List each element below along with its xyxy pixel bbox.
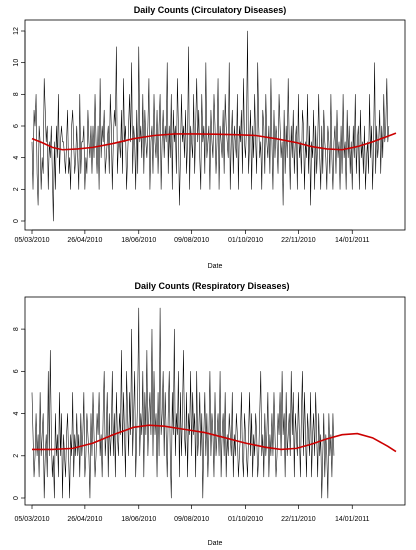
- x-axis-label: Date: [208, 263, 223, 270]
- y-axis: 0 2 4 6 8: [13, 327, 26, 500]
- y-tick-label: 0: [13, 219, 20, 223]
- x-tick-label: 18/06/2010: [121, 516, 156, 523]
- x-tick-label: 14/01/2011: [335, 237, 370, 244]
- series-group: [31, 30, 397, 222]
- y-tick-label: 10: [13, 59, 20, 67]
- x-tick-label: 26/04/2010: [67, 516, 102, 523]
- x-tick-label: 22/11/2010: [281, 516, 316, 523]
- y-tick-label: 0: [13, 496, 20, 500]
- chart-title: Daily Counts (Circulatory Diseases): [134, 5, 287, 15]
- daily-count-line: [31, 30, 390, 222]
- y-tick-label: 6: [13, 124, 20, 128]
- x-tick-label: 22/11/2010: [281, 237, 316, 244]
- x-tick-label: 09/08/2010: [174, 516, 209, 523]
- x-tick-label: 14/01/2011: [335, 516, 370, 523]
- y-tick-label: 2: [13, 187, 20, 191]
- x-tick-label: 01/10/2010: [228, 516, 263, 523]
- daily-count-line: [31, 307, 335, 499]
- y-tick-label: 8: [13, 92, 20, 96]
- chart-respiratory: Daily Counts (Respiratory Diseases) 0 2 4 6…: [13, 281, 406, 547]
- y-tick-label: 2: [13, 454, 20, 458]
- smoothed-trend-line: [31, 132, 397, 151]
- chart-circulatory: Daily Counts (Circulatory Diseases) 0 2 4 6…: [13, 5, 406, 270]
- x-axis: 05/03/2010 26/04/2010 18/06/2010 09/08/2010…: [14, 229, 370, 244]
- y-axis: 0 2 4 6 8 10 12: [13, 27, 26, 223]
- x-tick-label: 09/08/2010: [174, 237, 209, 244]
- x-tick-label: 18/06/2010: [121, 237, 156, 244]
- x-tick-label: 01/10/2010: [228, 237, 263, 244]
- x-tick-label: 05/03/2010: [14, 516, 49, 523]
- y-tick-label: 8: [13, 327, 20, 331]
- series-group: [31, 307, 397, 499]
- y-tick-label: 4: [13, 412, 20, 416]
- y-tick-label: 6: [13, 369, 20, 373]
- x-tick-label: 05/03/2010: [14, 237, 49, 244]
- x-tick-label: 26/04/2010: [67, 237, 102, 244]
- y-tick-label: 12: [13, 27, 20, 35]
- x-axis-label: Date: [208, 540, 223, 547]
- smoothed-trend-line: [32, 424, 397, 453]
- chart-title: Daily Counts (Respiratory Diseases): [134, 281, 289, 291]
- y-tick-label: 4: [13, 156, 20, 160]
- x-axis: 05/03/2010 26/04/2010 18/06/2010 09/08/2010…: [14, 504, 370, 523]
